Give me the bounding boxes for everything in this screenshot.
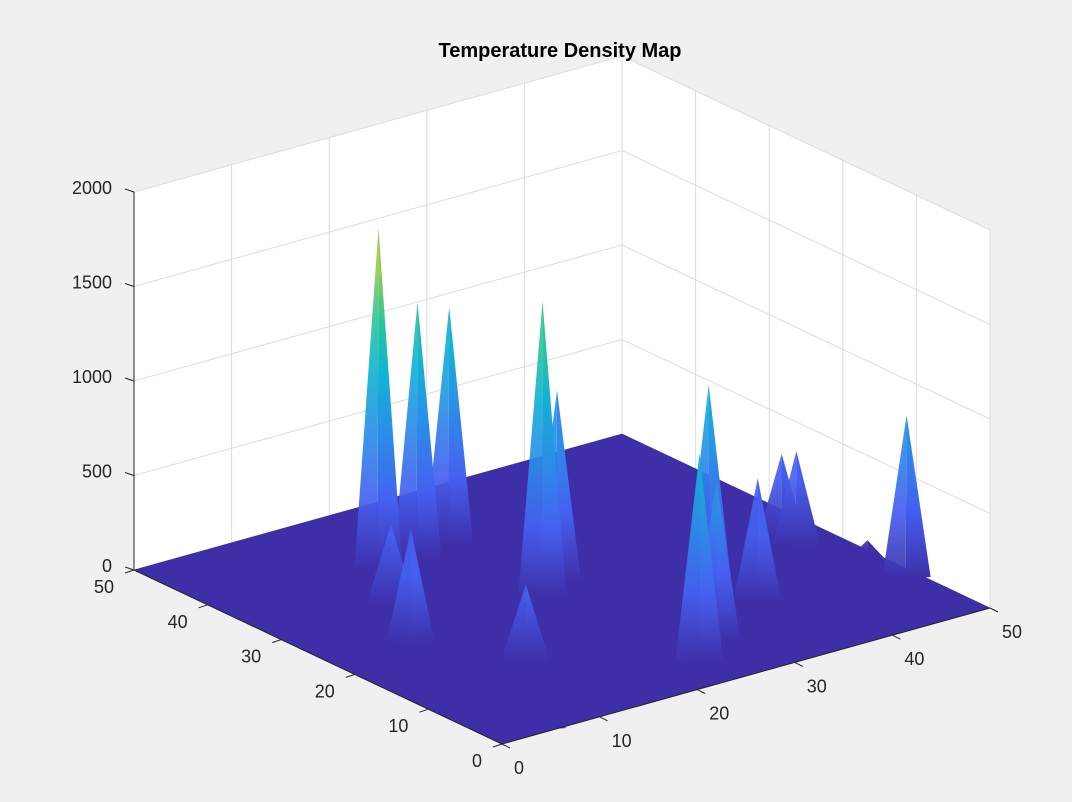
surface-peak-right-face	[409, 528, 435, 645]
surface-peak-left-face	[276, 615, 301, 637]
x-axis-line	[501, 607, 991, 745]
x-tick-mark	[794, 661, 804, 667]
y-tick-mark	[345, 673, 355, 678]
z-tick-mark	[124, 188, 135, 193]
surface-peak-left-face	[603, 529, 628, 557]
y-tick-label: 30	[241, 647, 261, 667]
grid-line-z	[133, 338, 991, 514]
z-tick-label: 0	[102, 556, 112, 576]
surface-peak-left-face	[367, 524, 391, 607]
y-tick-mark	[272, 639, 282, 644]
surface-peak-left-face	[386, 528, 411, 645]
y-axis-line	[133, 569, 503, 745]
y-tick-label: 50	[94, 577, 114, 597]
z-tick-label: 2000	[72, 178, 112, 198]
y-tick-mark	[419, 708, 429, 713]
surface-peak-left-face	[354, 228, 379, 571]
surface-peak-right-face	[541, 301, 567, 597]
grid-line-z	[133, 55, 991, 231]
surface-peak-right-face	[556, 390, 581, 582]
surface-peak-right-face	[905, 415, 931, 579]
z-tick-mark	[124, 283, 135, 287]
chart-title: Temperature Density Map	[438, 40, 681, 62]
surface-peak-left-face	[198, 548, 222, 571]
surface-peak-right-face	[221, 548, 246, 571]
surface-peak-right-face	[610, 597, 636, 667]
surface-peak-right-face	[299, 615, 325, 637]
x-tick-label: 30	[807, 676, 827, 696]
surface-peak-right-face	[698, 453, 724, 664]
z-tick-label: 1500	[72, 273, 112, 293]
y-tick-mark	[124, 569, 135, 574]
z-tick-mark	[124, 472, 135, 476]
y-tick-mark	[198, 604, 208, 609]
x-tick-label: 40	[904, 649, 924, 669]
surface-peak-left-face	[733, 478, 758, 604]
surface-peak-right-face	[377, 228, 403, 571]
surface-peak-left-face	[882, 415, 907, 579]
surface-peak-right-face	[715, 479, 741, 643]
x-tick-mark	[501, 743, 511, 749]
y-tick-labels: 0 10 20 30 40 50	[94, 577, 482, 771]
x-tick-label: 20	[709, 704, 729, 724]
surface-peak-left-face	[393, 302, 418, 560]
x-tick-mark	[892, 634, 901, 640]
y-tick-mark	[492, 743, 503, 748]
surface-peak-right-face	[795, 451, 821, 549]
x-tick-label: 0	[514, 758, 524, 778]
surface-peak-right-face	[416, 302, 442, 560]
z-tick-labels: 0 500 1000 1500 2000	[72, 178, 112, 576]
surface-peak-left-face	[518, 301, 543, 597]
x-tick-label: 50	[1002, 622, 1022, 642]
z-tick-mark	[124, 566, 135, 571]
z-tick-label: 500	[82, 462, 112, 482]
x-tick-label: 10	[612, 731, 632, 751]
y-tick-label: 0	[472, 751, 482, 771]
surface-peak-left-face	[843, 540, 868, 568]
x-tick-labels: 0 10 20 30 40 50	[514, 622, 1022, 778]
x-tick-mark	[989, 607, 999, 613]
surface-peak-left-face	[587, 597, 612, 667]
grid-line-z	[133, 149, 991, 325]
y-tick-label: 10	[388, 716, 408, 736]
surface-peak-right-face	[626, 529, 652, 557]
surface-peak-left-face	[501, 584, 526, 663]
z-tick-label: 1000	[72, 367, 112, 387]
x-tick-mark	[599, 716, 608, 722]
y-tick-label: 20	[315, 681, 335, 701]
surface-peak-left-face	[519, 721, 544, 730]
x-tick-mark	[696, 689, 706, 695]
axis-lines	[124, 188, 999, 749]
surface-peak-left-face	[675, 453, 700, 664]
surface-peak-left-face	[772, 451, 797, 549]
grid-line-z	[133, 244, 991, 420]
y-tick-label: 40	[168, 612, 188, 632]
surface-plot	[133, 228, 991, 745]
z-tick-mark	[124, 377, 135, 382]
surface-peak-right-face	[448, 306, 474, 546]
surface-peak-right-face	[524, 584, 550, 663]
surface-peak-right-face	[756, 478, 782, 604]
